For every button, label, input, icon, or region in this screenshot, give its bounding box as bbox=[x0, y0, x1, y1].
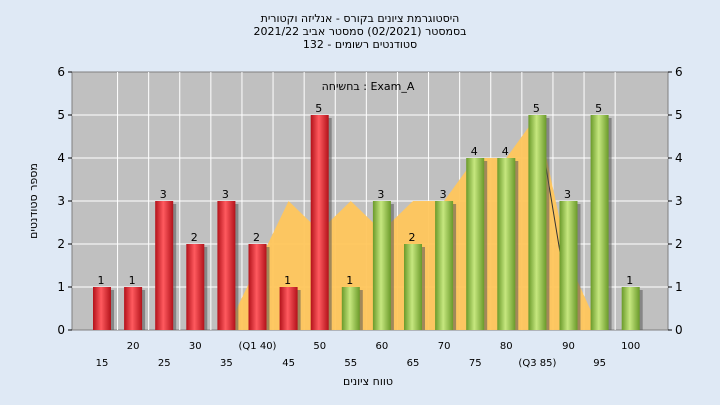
bar-value-label: 2 bbox=[409, 231, 416, 244]
y-tick-label-left: 4 bbox=[57, 151, 65, 165]
x-tick-label: 45 bbox=[282, 358, 295, 369]
bar-value-label: 1 bbox=[346, 274, 353, 287]
x-tick-label: 60 bbox=[376, 341, 389, 352]
bar-value-label: 4 bbox=[471, 145, 478, 158]
y-tick-label-left: 1 bbox=[57, 280, 65, 294]
bar-85 bbox=[528, 115, 547, 330]
bar-value-label: 5 bbox=[315, 102, 322, 115]
bar-value-label: 1 bbox=[129, 274, 136, 287]
bar-75 bbox=[466, 158, 485, 330]
y-tick-label-left: 3 bbox=[57, 194, 65, 208]
x-tick-label: 75 bbox=[469, 358, 482, 369]
bar-65 bbox=[404, 244, 422, 330]
bar-95 bbox=[590, 115, 609, 330]
bar-30 bbox=[186, 244, 205, 330]
y-tick-label-right: 0 bbox=[675, 323, 683, 337]
chart-title-line-3: סטודנטים רשומים - 132 bbox=[303, 38, 417, 51]
bar-15 bbox=[93, 287, 111, 330]
chart-title-line-1: היסטוגרמת ציונים בקורס - אנליזה וקטורית bbox=[261, 12, 460, 25]
x-tick-label: 65 bbox=[407, 358, 420, 369]
x-tick-label: (Q1 40) bbox=[239, 341, 277, 352]
x-tick-labels: 15 20 25 30 35 (Q1 40) 45 50 55 60 65 70 75 80 (Q3 85)… bbox=[96, 341, 641, 369]
bar-25 bbox=[155, 201, 174, 330]
x-axis-label: טווח ציונים bbox=[343, 375, 393, 388]
y-tick-label-left: 5 bbox=[57, 108, 65, 122]
bar-40 bbox=[248, 244, 267, 330]
bar-45 bbox=[279, 287, 298, 330]
bar-value-label: 2 bbox=[253, 231, 260, 244]
y-tick-label-right: 6 bbox=[675, 65, 683, 79]
bar-35 bbox=[217, 201, 236, 330]
x-tick-label: 90 bbox=[562, 341, 575, 352]
x-tick-label: 20 bbox=[127, 341, 140, 352]
y-tick-label-right: 1 bbox=[675, 280, 683, 294]
y-tick-label-left: 2 bbox=[57, 237, 65, 251]
y-axis-label: מספר סטודנטים bbox=[27, 163, 40, 239]
y-ticks-right: 0 1 2 3 4 5 6 bbox=[668, 65, 683, 337]
bars bbox=[93, 115, 643, 330]
x-tick-label: 50 bbox=[313, 341, 326, 352]
bar-value-labels: 1 1 3 2 3 2 1 5 1 3 2 3 4 4 5 3 5 1 bbox=[98, 102, 634, 287]
x-tick-label: 100 bbox=[621, 341, 640, 352]
x-tick-label: 25 bbox=[158, 358, 171, 369]
bar-value-label: 4 bbox=[502, 145, 509, 158]
x-tick-label: 35 bbox=[220, 358, 233, 369]
bar-55 bbox=[341, 287, 360, 330]
inner-title: בחשיחה : Exam_A bbox=[322, 80, 415, 93]
x-tick-label: 30 bbox=[189, 341, 202, 352]
x-tick-label: 95 bbox=[593, 358, 606, 369]
y-tick-label-left: 0 bbox=[57, 323, 65, 337]
bar-value-label: 3 bbox=[440, 188, 447, 201]
y-ticks-left: 0 1 2 3 4 5 6 bbox=[57, 65, 72, 337]
bar-60 bbox=[372, 201, 391, 330]
x-tick-label: 55 bbox=[344, 358, 357, 369]
bar-50 bbox=[310, 115, 329, 330]
x-tick-label: 70 bbox=[438, 341, 451, 352]
bar-value-label: 3 bbox=[564, 188, 571, 201]
bar-20 bbox=[124, 287, 143, 330]
bar-value-label: 1 bbox=[98, 274, 105, 287]
chart-title-line-2: בסמסטר (02/2021) סמסטר אביב 2021/22 bbox=[253, 25, 466, 38]
bar-80 bbox=[497, 158, 516, 330]
bar-value-label: 3 bbox=[160, 188, 167, 201]
y-tick-label-right: 5 bbox=[675, 108, 683, 122]
x-tick-label: 80 bbox=[500, 341, 513, 352]
y-tick-label-right: 3 bbox=[675, 194, 683, 208]
bar-value-label: 1 bbox=[626, 274, 633, 287]
bar-value-label: 2 bbox=[191, 231, 198, 244]
bar-value-label: 3 bbox=[377, 188, 384, 201]
bar-value-label: 3 bbox=[222, 188, 229, 201]
bar-value-label: 5 bbox=[595, 102, 602, 115]
y-tick-label-left: 6 bbox=[57, 65, 65, 79]
y-tick-label-right: 2 bbox=[675, 237, 683, 251]
y-tick-label-right: 4 bbox=[675, 151, 683, 165]
x-tick-label: 15 bbox=[96, 358, 109, 369]
bar-100 bbox=[621, 287, 640, 330]
x-tick-label: (Q3 85) bbox=[518, 358, 556, 369]
bar-value-label: 5 bbox=[533, 102, 540, 115]
bar-70 bbox=[435, 201, 454, 330]
bar-90 bbox=[559, 201, 578, 330]
bar-value-label: 1 bbox=[284, 274, 291, 287]
